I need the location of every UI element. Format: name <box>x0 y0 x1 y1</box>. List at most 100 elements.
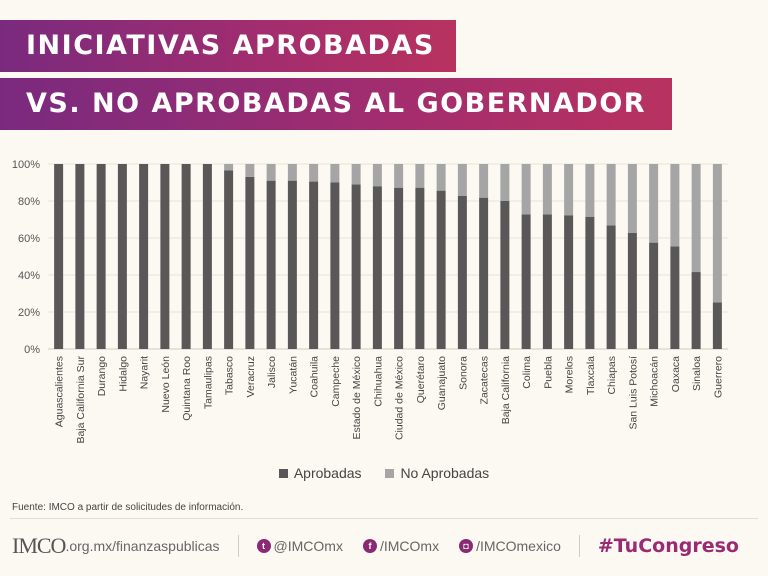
x-tick-label: Baja California Sur <box>75 356 87 444</box>
bar-aprobadas <box>54 164 64 349</box>
bar-aprobadas <box>521 214 531 349</box>
x-tick-label: Quintana Roo <box>181 356 193 421</box>
bar-aprobadas <box>245 176 255 349</box>
bar-no-aprobadas <box>330 164 340 183</box>
x-tick-label: Tabasco <box>224 356 236 395</box>
bar-no-aprobadas <box>457 164 467 197</box>
x-tick-label: Nuevo León <box>160 356 172 413</box>
bar-aprobadas <box>181 164 191 349</box>
facebook-link[interactable]: /IMCOmx <box>379 538 440 554</box>
bar-no-aprobadas <box>394 164 404 188</box>
legend: Aprobadas No Aprobadas <box>0 465 768 481</box>
bar-no-aprobadas <box>542 164 552 215</box>
bar-no-aprobadas <box>649 164 659 243</box>
bar-no-aprobadas <box>564 164 574 216</box>
x-tick-label: Sinaloa <box>691 356 703 391</box>
y-tick-label: 0% <box>24 344 40 356</box>
bar-no-aprobadas <box>585 164 595 217</box>
x-tick-label: Tlaxcala <box>585 356 597 395</box>
bar-no-aprobadas <box>224 164 234 171</box>
bar-aprobadas <box>330 182 340 349</box>
bar-no-aprobadas <box>627 164 637 234</box>
bar-aprobadas <box>224 170 234 349</box>
bar-no-aprobadas <box>479 164 489 198</box>
y-tick-label: 20% <box>18 307 40 319</box>
hashtag: #TuCongreso <box>597 535 739 557</box>
separator <box>237 535 239 557</box>
bar-no-aprobadas <box>287 164 297 181</box>
bar-aprobadas <box>670 246 680 349</box>
bar-aprobadas <box>309 181 319 349</box>
legend-label: Aprobadas <box>293 465 362 481</box>
bar-aprobadas <box>266 180 276 349</box>
bar-no-aprobadas <box>691 164 701 273</box>
bar-aprobadas <box>479 197 489 349</box>
y-tick-label: 40% <box>18 270 40 282</box>
stacked-bar-chart: 0% 20% 40% 60% 80% 100% Aguascalientes Baja Cal… <box>12 159 728 444</box>
x-tick-label: Zacatecas <box>479 356 491 404</box>
x-tick-label: Coahuila <box>309 356 321 398</box>
bar-aprobadas <box>436 190 446 349</box>
x-tick-label: Aguascalientes <box>54 356 66 427</box>
bar-aprobadas <box>160 164 170 349</box>
bar-aprobadas <box>351 184 361 349</box>
bar-no-aprobadas <box>521 164 531 215</box>
bar-no-aprobadas <box>436 164 446 191</box>
bar-no-aprobadas <box>245 164 255 177</box>
bar-aprobadas <box>500 201 510 349</box>
x-tick-label: Estado de México <box>351 356 363 440</box>
x-tick-label: Chihuahua <box>372 356 384 407</box>
bar-aprobadas <box>542 214 552 349</box>
x-tick-label: Michoacán <box>649 356 661 407</box>
y-tick-label: 80% <box>18 196 40 208</box>
x-tick-label: Nayarit <box>139 356 151 389</box>
x-tick-label: Campeche <box>330 356 342 407</box>
imco-logo: IMCO <box>12 533 66 558</box>
bar-no-aprobadas <box>500 164 510 201</box>
x-tick-label: Baja California <box>500 356 512 424</box>
bar-no-aprobadas <box>712 164 722 303</box>
bar-aprobadas <box>202 164 212 349</box>
x-tick-label: Chiapas <box>606 356 618 395</box>
source-note: Fuente: IMCO a partir de solicitudes de … <box>12 502 244 513</box>
title-line-1: INICIATIVAS APROBADAS <box>0 20 456 72</box>
x-tick-label: Tamaulipas <box>202 356 214 409</box>
bar-aprobadas <box>415 187 425 349</box>
bar-aprobadas <box>585 216 595 349</box>
x-tick-label: Morelos <box>564 356 576 393</box>
bar-aprobadas <box>649 242 659 349</box>
x-tick-label: Ciudad de México <box>394 356 406 440</box>
x-tick-label: Sonora <box>457 356 469 390</box>
bar-aprobadas <box>117 164 127 349</box>
bar-no-aprobadas <box>309 164 319 182</box>
bar-no-aprobadas <box>372 164 382 187</box>
x-tick-label: Hidalgo <box>117 356 129 392</box>
x-tick-label: Durango <box>96 356 108 396</box>
bar-aprobadas <box>457 196 467 349</box>
bar-aprobadas <box>712 302 722 349</box>
y-tick-label: 60% <box>18 233 40 245</box>
bar-aprobadas <box>627 233 637 349</box>
bar-no-aprobadas <box>606 164 616 226</box>
title-line-2: VS. NO APROBADAS AL GOBERNADOR <box>0 78 672 130</box>
bar-aprobadas <box>75 164 85 349</box>
bar-aprobadas <box>394 187 404 349</box>
x-tick-label: Colima <box>521 356 533 389</box>
twitter-icon: t <box>256 539 271 553</box>
bar-aprobadas <box>287 180 297 349</box>
bar-aprobadas <box>96 164 106 349</box>
instagram-link[interactable]: /IMCOmexico <box>476 538 561 554</box>
divider <box>10 518 758 519</box>
legend-aprobadas: Aprobadas <box>278 465 362 481</box>
site-link[interactable]: .org.mx/finanzaspublicas <box>65 538 220 554</box>
bar-no-aprobadas <box>351 164 361 185</box>
x-tick-label: San Luis Potosí <box>627 356 639 430</box>
separator <box>578 535 580 557</box>
legend-label: No Aprobadas <box>400 465 490 481</box>
legend-swatch-no-aprobadas <box>385 469 395 478</box>
twitter-link[interactable]: @IMCOmx <box>273 538 343 554</box>
x-tick-label: Guerrero <box>712 356 724 398</box>
y-tick-label: 100% <box>12 159 40 171</box>
bar-no-aprobadas <box>670 164 680 247</box>
legend-no-aprobadas: No Aprobadas <box>385 465 489 481</box>
